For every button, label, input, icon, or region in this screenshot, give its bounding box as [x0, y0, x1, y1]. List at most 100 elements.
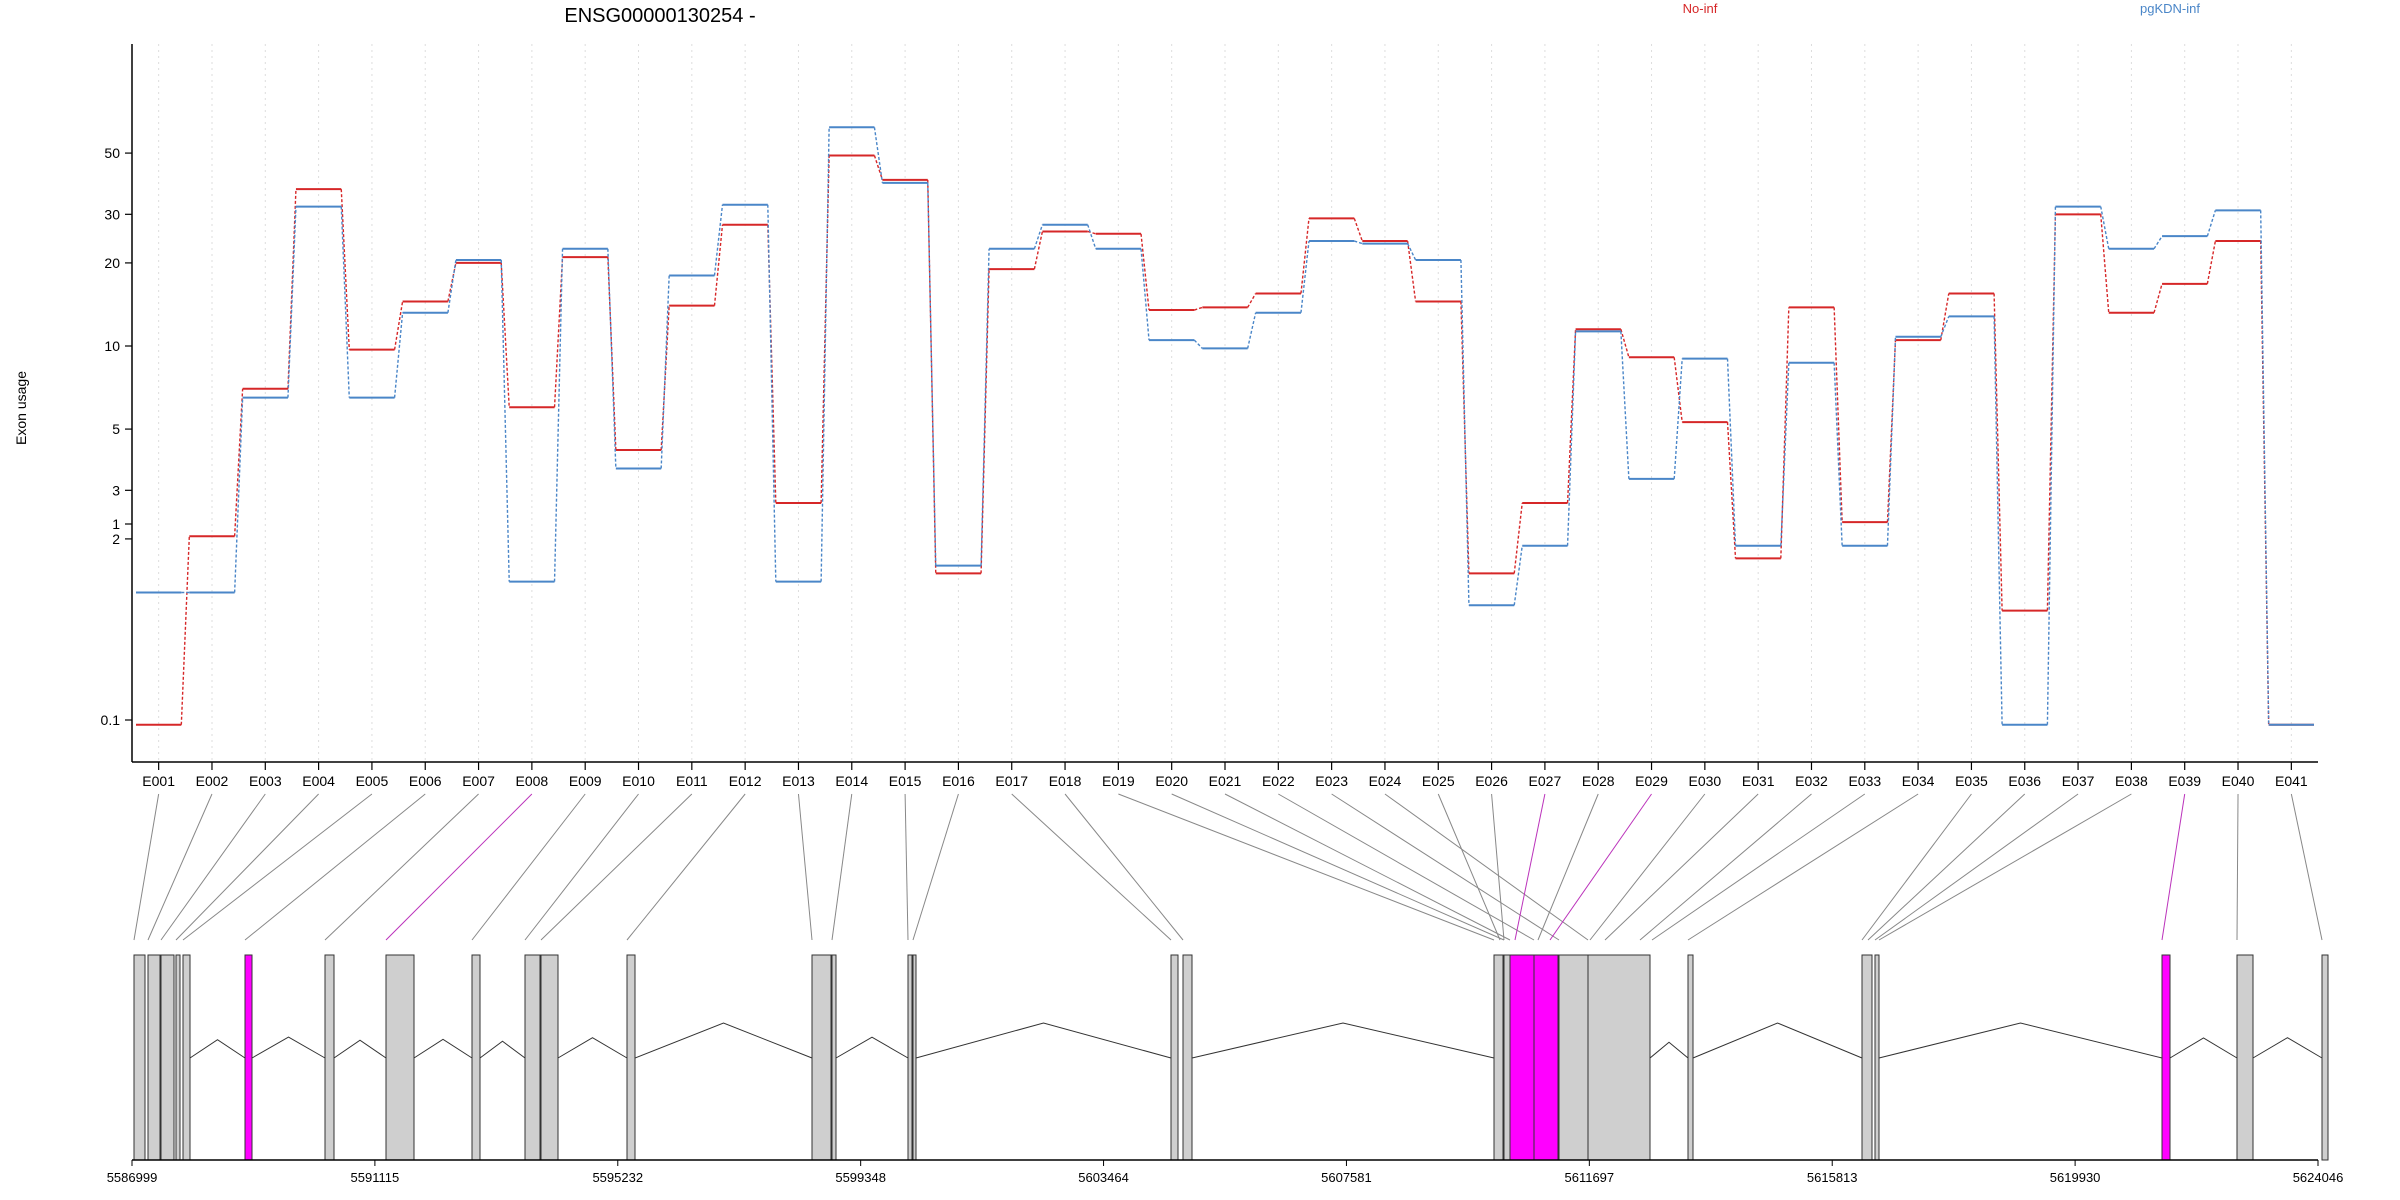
connector-segment: [713, 224, 724, 306]
exon-connector: [1687, 793, 1919, 941]
exon-connector: [1878, 793, 2132, 941]
exon-block: [2321, 954, 2329, 1161]
connector-segment: [1033, 224, 1044, 250]
connector-segment: [1087, 230, 1096, 235]
exon-block: [1493, 954, 1504, 1161]
y-tick-label: 10: [104, 338, 120, 354]
coordinate-label: 5611697: [1565, 1170, 1615, 1185]
exon-connector: [147, 793, 213, 941]
coordinate-label: 5607581: [1321, 1170, 1372, 1185]
connector-segment: [553, 248, 564, 582]
x-tick-label: E012: [729, 773, 762, 789]
connector-segment: [1193, 339, 1203, 349]
x-tick-label: E023: [1315, 773, 1348, 789]
coordinate-label: 5619930: [2050, 1170, 2101, 1185]
exon-block: [811, 954, 832, 1161]
exon-connector: [324, 793, 479, 941]
exon-block: [160, 954, 175, 1161]
x-tick-label: E026: [1475, 773, 1508, 789]
exon-block: [1558, 954, 1589, 1161]
connector-segment: [2206, 210, 2217, 237]
intron-line: [634, 1022, 813, 1059]
intron-line: [251, 1036, 326, 1059]
x-tick-label: E011: [676, 773, 708, 789]
connector-segment: [1406, 243, 1417, 261]
exon-connector: [1491, 793, 1505, 941]
connector-segment: [1513, 545, 1523, 606]
intron-line: [1878, 1022, 2163, 1059]
x-tick-label: E013: [782, 773, 815, 789]
connector-segment: [980, 248, 990, 566]
connector-segment: [1353, 218, 1363, 242]
x-tick-label: E016: [942, 773, 975, 789]
coordinate-label: 5586999: [107, 1170, 158, 1185]
exon-connector: [1867, 793, 2026, 941]
exon-block: [133, 954, 146, 1161]
exon-connector: [626, 793, 746, 941]
connector-segment: [2100, 214, 2110, 313]
exon-connector: [1011, 793, 1172, 941]
exon-connector: [1118, 793, 1495, 941]
chart-title: ENSG00000130254 -: [564, 5, 755, 27]
connector-segment: [2046, 206, 2057, 725]
y-tick-label: 3: [112, 482, 120, 498]
intron-line: [2169, 1037, 2238, 1059]
connector-segment: [873, 155, 884, 181]
x-tick-label: E029: [1635, 773, 1668, 789]
exon-connector: [904, 793, 909, 941]
connector-segment: [1993, 293, 2003, 611]
connector-segment: [1140, 233, 1150, 311]
exon-connector: [182, 793, 373, 941]
exon-connector: [1384, 793, 1589, 941]
y-tick-label: 30: [104, 206, 120, 222]
x-tick-label: E039: [2168, 773, 2201, 789]
exon-connector: [1064, 793, 1184, 941]
y-tick-label: 5: [112, 421, 120, 437]
highlighted-exon-connector: [1514, 793, 1546, 941]
exon-block: [626, 954, 636, 1161]
exon-connector: [1874, 793, 2079, 941]
x-tick-label: E010: [622, 773, 655, 789]
connector-segment: [1833, 362, 1843, 546]
exon-connector: [160, 793, 266, 941]
x-tick-label: E001: [142, 773, 175, 789]
exon-connector: [912, 793, 959, 941]
exon-connector: [1639, 793, 1812, 941]
connector-segment: [1566, 329, 1577, 503]
connector-segment: [820, 155, 830, 503]
connector-segment: [2100, 206, 2110, 249]
y-tick-label: 1: [112, 516, 120, 532]
exon-block: [1687, 954, 1694, 1161]
intron-line: [835, 1036, 909, 1059]
exon-block: [1861, 954, 1873, 1161]
exon-block: [1182, 954, 1193, 1161]
intron-line: [333, 1039, 387, 1059]
intron-line: [1191, 1022, 1495, 1059]
connector-segment: [1406, 240, 1417, 302]
exon-connector: [1589, 793, 1706, 941]
x-tick-label: E005: [356, 773, 389, 789]
intron-line: [2252, 1037, 2323, 1059]
x-tick-label: E027: [1529, 773, 1562, 789]
intron-line: [479, 1040, 526, 1059]
connector-segment: [1726, 358, 1737, 546]
exon-block: [540, 954, 559, 1161]
connector-segment: [873, 127, 884, 183]
coordinate-label: 5599348: [835, 1170, 886, 1185]
connector-segment: [1673, 358, 1683, 479]
genomic-coordinates: 5586999 5591115 5595232 5599348 5603464 56075…: [107, 1160, 2343, 1185]
x-tick-label: E006: [409, 773, 442, 789]
connector-segment: [1886, 340, 1897, 523]
exon-block: [1503, 954, 1511, 1161]
intron-line: [557, 1037, 628, 1059]
exon-block: [1170, 954, 1179, 1161]
connector-segment: [660, 275, 670, 469]
connector-segment: [1354, 240, 1363, 245]
x-tick-label: E018: [1049, 773, 1082, 789]
exon-block: [175, 954, 181, 1161]
highlighted-exon-block: [1509, 954, 1535, 1161]
x-tick-label: E035: [1955, 773, 1988, 789]
connector-segment: [1566, 331, 1577, 546]
exon-connector: [175, 793, 319, 941]
